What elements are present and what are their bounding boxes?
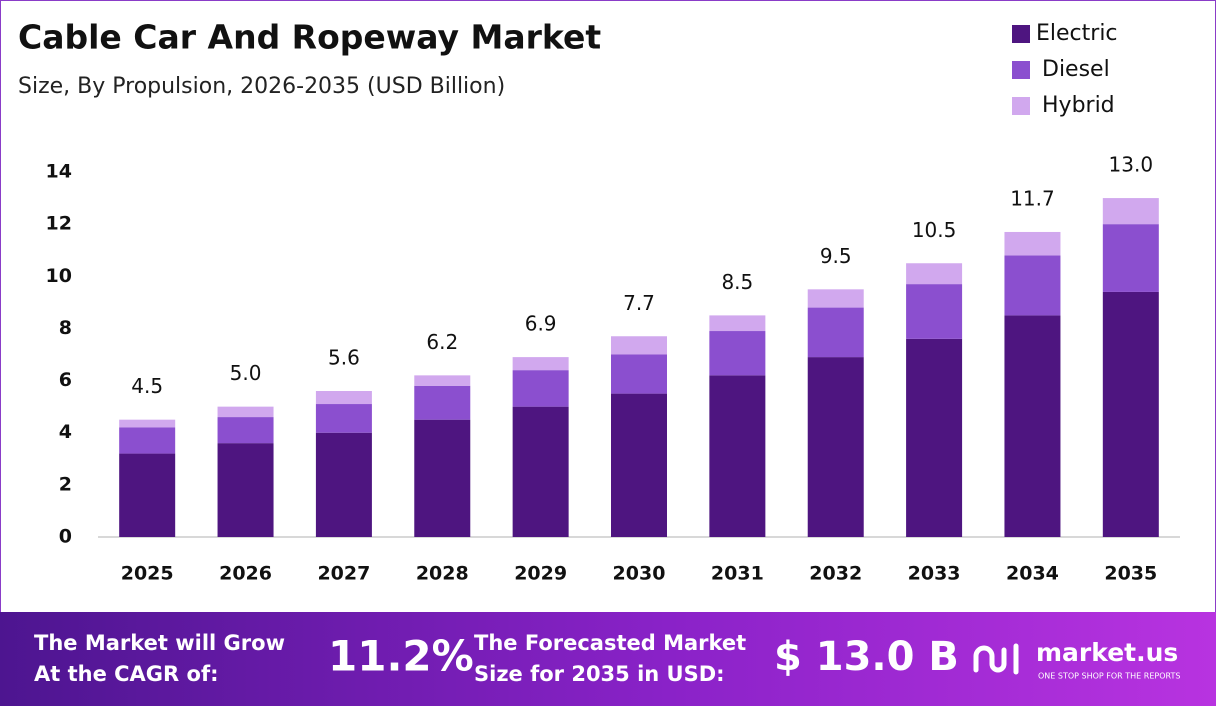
bar-segment — [906, 284, 963, 339]
legend-label: Electric — [1036, 21, 1118, 46]
cagr-text: The Market will Grow — [34, 631, 285, 655]
y-tick-label: 8 — [59, 317, 72, 339]
chart-subtitle: Size, By Propulsion, 2026-2035 (USD Bill… — [18, 74, 505, 99]
y-tick-label: 10 — [46, 265, 72, 287]
bar-segment — [709, 375, 766, 537]
total-label: 6.9 — [525, 312, 557, 336]
x-tick-label: 2028 — [416, 563, 469, 585]
total-label: 13.0 — [1109, 153, 1154, 177]
bar-segment — [709, 331, 766, 376]
x-tick-label: 2030 — [613, 563, 666, 585]
y-tick-label: 6 — [59, 369, 72, 391]
total-label: 5.6 — [328, 346, 360, 370]
bar-segment — [709, 315, 766, 332]
bar-segment — [217, 406, 274, 418]
bar-segment — [512, 406, 569, 537]
bar-segment — [1004, 231, 1061, 256]
bar-segment — [1102, 224, 1159, 292]
chart-title: Cable Car And Ropeway Market — [18, 18, 601, 57]
x-tick-label: 2029 — [514, 563, 567, 585]
y-tick-label: 12 — [46, 213, 72, 235]
bar-segment — [315, 432, 372, 537]
bar-segment — [414, 419, 471, 537]
y-tick-label: 4 — [59, 421, 72, 443]
bar-segment — [807, 307, 864, 358]
bar-segment — [119, 419, 176, 428]
forecast-text: Size for 2035 in USD: — [474, 662, 725, 686]
x-tick-label: 2033 — [908, 563, 961, 585]
x-tick-label: 2025 — [121, 563, 174, 585]
bar-segment — [807, 357, 864, 537]
bar-segment — [1102, 291, 1159, 537]
x-tick-label: 2032 — [809, 563, 862, 585]
total-label: 11.7 — [1010, 186, 1055, 210]
total-label: 7.7 — [623, 291, 655, 315]
bar-segment — [807, 289, 864, 308]
bar-segment — [315, 391, 372, 405]
cagr-value: 11.2% — [328, 632, 474, 681]
bar-segment — [217, 417, 274, 444]
bar-segment — [414, 385, 471, 420]
forecast-value: $ 13.0 B — [774, 634, 959, 680]
footer-banner — [0, 612, 1216, 706]
bar-segment — [1004, 255, 1061, 316]
legend-swatch — [1012, 25, 1030, 43]
total-label: 10.5 — [912, 218, 957, 242]
x-tick-label: 2031 — [711, 563, 764, 585]
x-tick-label: 2026 — [219, 563, 272, 585]
legend-label: Hybrid — [1042, 93, 1115, 118]
bar-segment — [611, 393, 667, 537]
y-tick-label: 0 — [59, 526, 72, 548]
tagline: ONE STOP SHOP FOR THE REPORTS — [1038, 672, 1180, 681]
legend-swatch — [1012, 61, 1030, 79]
legend-label: Diesel — [1042, 57, 1110, 82]
bar-segment — [1102, 198, 1159, 225]
bar-segment — [906, 338, 963, 537]
brand-logo — [973, 643, 1019, 675]
total-label: 9.5 — [820, 244, 852, 268]
bar-segment — [217, 443, 274, 537]
bar-segment — [119, 427, 176, 454]
y-tick-label: 14 — [46, 161, 72, 183]
legend-swatch — [1012, 97, 1030, 115]
total-label: 4.5 — [131, 374, 163, 398]
forecast-text: The Forecasted Market — [474, 631, 746, 655]
x-tick-label: 2034 — [1006, 563, 1059, 585]
bar-segment — [119, 453, 176, 537]
bar-segment — [1004, 315, 1061, 537]
total-label: 8.5 — [721, 270, 753, 294]
brand: market.us — [1036, 638, 1178, 667]
bar-segment — [906, 263, 963, 285]
bar-segment — [315, 404, 372, 433]
bar-segment — [512, 370, 569, 407]
bar-segment — [512, 357, 569, 371]
y-tick-label: 2 — [59, 473, 72, 495]
total-label: 5.0 — [230, 361, 262, 385]
cagr-text: At the CAGR of: — [34, 662, 219, 686]
bar-segment — [611, 336, 667, 355]
bar-segment — [611, 354, 667, 394]
total-label: 6.2 — [426, 330, 458, 354]
x-tick-label: 2035 — [1104, 563, 1157, 585]
x-tick-label: 2027 — [317, 563, 370, 585]
bar-segment — [414, 375, 471, 386]
